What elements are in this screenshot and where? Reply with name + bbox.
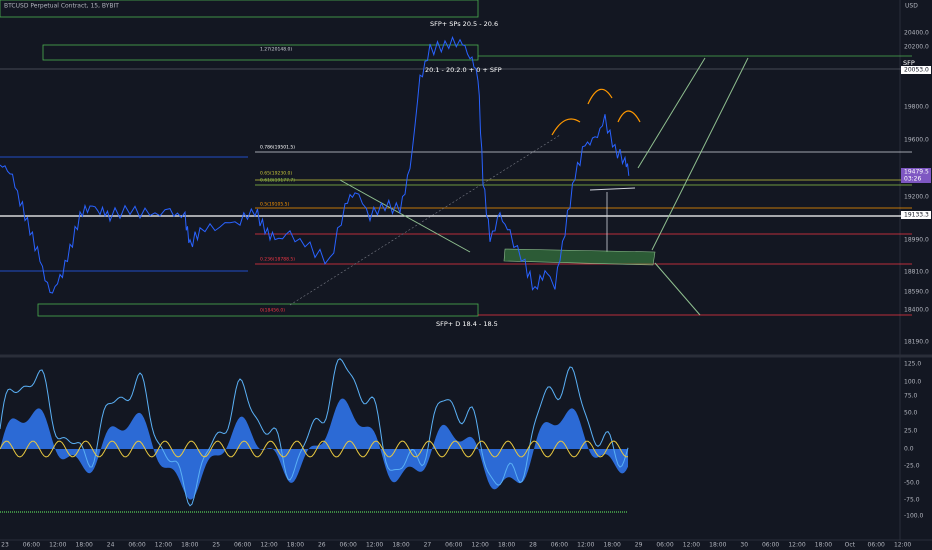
price-label: 19200.0: [904, 194, 929, 201]
time-label: 06:00: [234, 542, 251, 549]
time-label: 12:00: [49, 542, 66, 549]
time-label: 12:00: [472, 542, 489, 549]
time-label: 06:00: [551, 542, 568, 549]
price-box: [901, 168, 931, 176]
oscillator-label: 100.0: [904, 379, 921, 386]
trend-line: [339, 179, 471, 253]
time-label: 12:00: [788, 542, 805, 549]
price-label: 18190.0: [904, 339, 929, 346]
price-box: [901, 211, 931, 219]
fib-label: 0.618(19177.7): [260, 178, 295, 184]
price-unit: USD: [905, 3, 918, 10]
oscillator-label: 50.0: [904, 410, 918, 417]
price-label: 20400.0: [904, 30, 929, 37]
fib-label: 0.65(19230.0): [260, 171, 292, 177]
time-label: 24: [107, 542, 115, 549]
time-label: 27: [424, 542, 432, 549]
time-label: 06:00: [128, 542, 145, 549]
price-label: 18990.0: [904, 237, 929, 244]
time-label: 12:00: [894, 542, 911, 549]
time-label: 06:00: [656, 542, 673, 549]
time-label: 12:00: [366, 542, 383, 549]
time-label: 18:00: [287, 542, 304, 549]
price-box-label: 20053.0: [904, 67, 929, 74]
time-label: 25: [212, 542, 220, 549]
price-box-label: 19479.5: [904, 169, 929, 176]
price-label: 18810.0: [904, 269, 929, 276]
time-label: 18:00: [181, 542, 198, 549]
fib-label: 0.236(18788.5): [260, 257, 295, 263]
time-label: 18:00: [815, 542, 832, 549]
channel-line: [637, 57, 706, 169]
time-label: 06:00: [23, 542, 40, 549]
oscillator-line: [0, 358, 629, 507]
oscillator-label: -100.0: [904, 513, 924, 520]
price-label: 18590.0: [904, 289, 929, 296]
time-label: Oct: [845, 542, 856, 549]
annotation: SFP+ D 18.4 - 18.5: [436, 320, 498, 328]
oscillator-area: [0, 398, 628, 500]
time-label: 06:00: [762, 542, 779, 549]
time-label: 26: [318, 542, 326, 549]
time-label: 18:00: [392, 542, 409, 549]
fib-label: 1.27(20148.0): [260, 47, 292, 53]
time-label: 23: [1, 542, 9, 549]
price-label: 18400.0: [904, 307, 929, 314]
fib-label: 0.786(19501.5): [260, 145, 295, 151]
oscillator-label: -25.0: [904, 463, 920, 470]
time-label: 12:00: [577, 542, 594, 549]
target-zone: [503, 248, 656, 266]
price-box-label: 03:26: [904, 176, 921, 183]
annotation: SFP: [903, 59, 915, 67]
time-label: 30: [740, 542, 748, 549]
time-label: 06:00: [868, 542, 885, 549]
trend-line: [289, 134, 561, 306]
time-label: 12:00: [260, 542, 277, 549]
fib-label: 0(18456.0): [260, 308, 285, 314]
time-label: 29: [635, 542, 643, 549]
fib-label: 0.5(19105.5): [260, 202, 290, 208]
time-label: 18:00: [498, 542, 515, 549]
oscillator-label: -50.0: [904, 480, 920, 487]
measure-line: [589, 187, 636, 191]
time-label: 12:00: [683, 542, 700, 549]
oscillator-label: 75.0: [904, 393, 918, 400]
time-label: 06:00: [340, 542, 357, 549]
time-label: 12:00: [155, 542, 172, 549]
zone-bottom: [37, 303, 479, 317]
time-label: 18:00: [76, 542, 93, 549]
pattern-arc: [551, 118, 581, 136]
channel-line: [651, 57, 749, 251]
zone-top: [0, 0, 479, 18]
oscillator-label: -75.0: [904, 497, 920, 504]
oscillator-line: [0, 440, 629, 458]
time-label: 18:00: [604, 542, 621, 549]
price-label: 19600.0: [904, 137, 929, 144]
oscillator-label: 0.0: [904, 446, 914, 453]
time-label: 06:00: [445, 542, 462, 549]
price-label: 19800.0: [904, 104, 929, 111]
oscillator-label: 25.0: [904, 428, 918, 435]
zone-mid: [42, 44, 479, 61]
oscillator-label: 125.0: [904, 361, 921, 368]
pattern-arc: [617, 110, 641, 123]
channel-line: [654, 262, 701, 316]
annotation: SFP+ SPs 20.5 - 20.6: [430, 20, 498, 28]
annotation: 20.1 - 20.2.0 + 0 + SFP: [425, 66, 502, 74]
price-box: [901, 66, 931, 74]
time-label: 18:00: [709, 542, 726, 549]
price-label: 20200.0: [904, 44, 929, 51]
time-label: 28: [529, 542, 537, 549]
chart-title: BTCUSD Perpetual Contract, 15, BYBIT: [4, 3, 119, 10]
price-box-label: 19133.3: [904, 212, 929, 219]
price-line: [0, 35, 630, 294]
price-box: [901, 175, 931, 183]
pattern-arc: [587, 88, 613, 105]
